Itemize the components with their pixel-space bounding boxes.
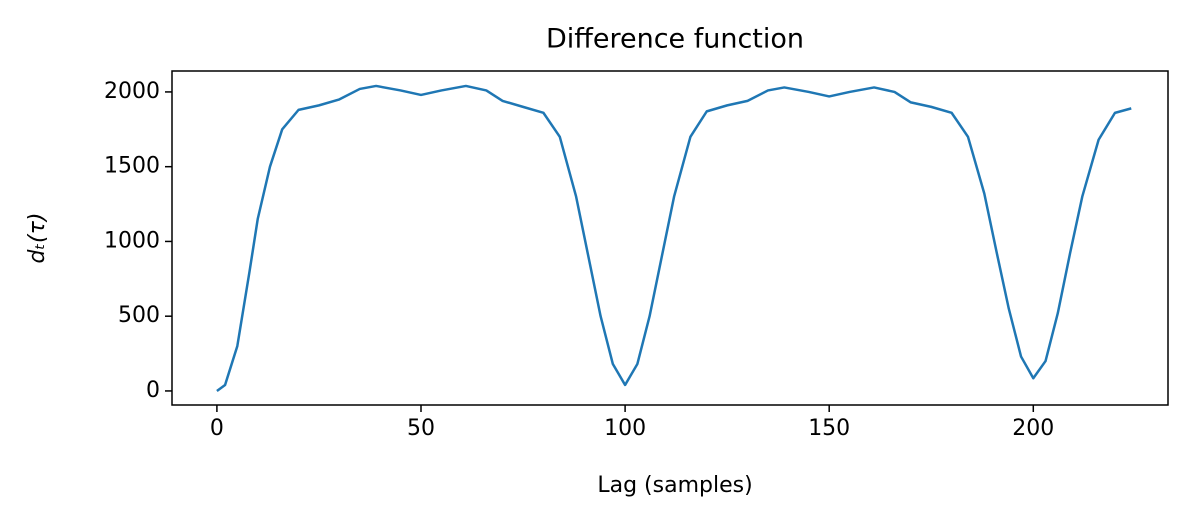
x-tick-label: 200 <box>1012 416 1054 441</box>
y-axis-label: dₜ(τ) <box>25 213 50 264</box>
y-tick-label: 1000 <box>104 228 160 253</box>
line-series <box>216 84 1132 392</box>
x-tick-label: 0 <box>210 416 224 441</box>
y-tick-label: 0 <box>146 378 160 403</box>
y-tick-label: 500 <box>118 303 160 328</box>
x-tick-label: 150 <box>808 416 850 441</box>
y-tick-label: 1500 <box>104 154 160 179</box>
plot-frame <box>171 70 1169 406</box>
x-tick-label: 100 <box>604 416 646 441</box>
x-axis-label: Lag (samples) <box>597 473 752 498</box>
y-tick-label: 2000 <box>104 79 160 104</box>
x-tick-label: 50 <box>407 416 435 441</box>
chart-title: Difference function <box>546 24 804 55</box>
